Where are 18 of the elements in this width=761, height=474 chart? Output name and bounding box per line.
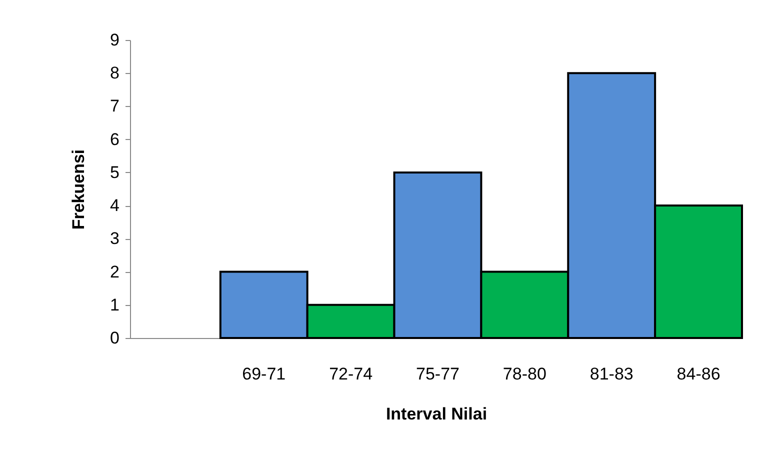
x-tick-label: 72-74: [329, 364, 373, 384]
y-tick-label: 6: [110, 130, 120, 149]
y-tick-label: 7: [110, 96, 120, 116]
y-tick-label: 5: [110, 162, 120, 182]
x-axis-title: Interval Nilai: [386, 404, 488, 424]
y-tick-label: 0: [110, 328, 120, 348]
x-tick-label: 78-80: [502, 364, 546, 384]
y-tick-label: 2: [110, 262, 120, 282]
y-tick-label: 9: [110, 30, 120, 50]
y-tick-label: 1: [110, 295, 120, 314]
x-tick-label: 75-77: [416, 364, 460, 384]
y-axis-title: Frekuensi: [69, 149, 88, 230]
y-tick-label: 3: [110, 229, 120, 248]
x-tick-label: 84-86: [676, 364, 720, 384]
y-tick-label: 8: [110, 64, 120, 83]
x-tick-label: 69-71: [242, 364, 286, 384]
x-tick-label: 81-83: [590, 364, 634, 384]
y-tick-label: 4: [110, 196, 120, 216]
